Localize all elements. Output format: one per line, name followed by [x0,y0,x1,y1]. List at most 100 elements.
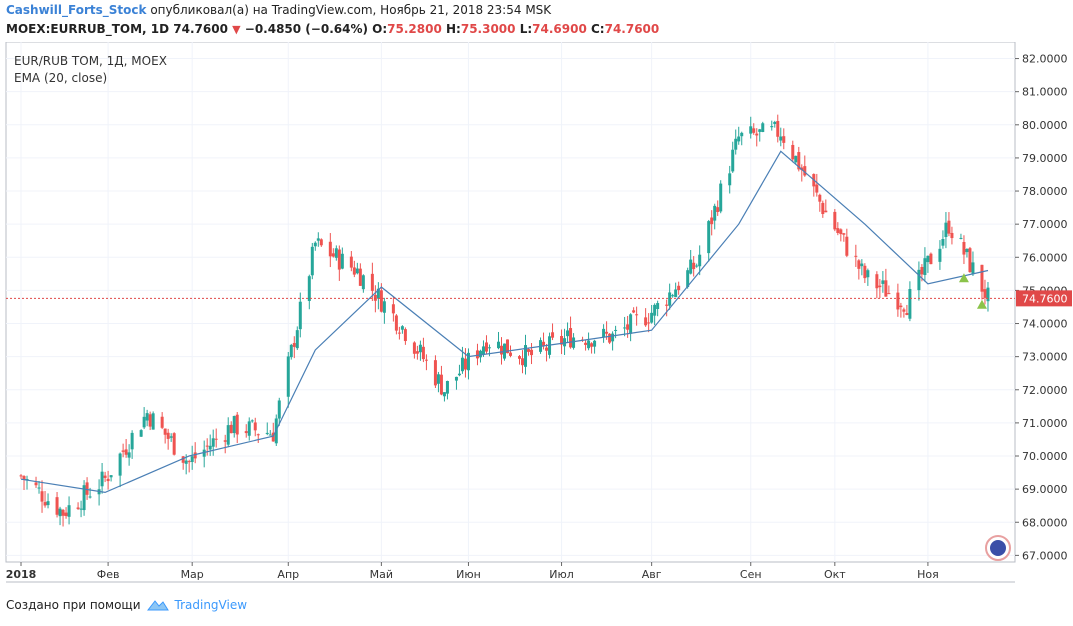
y-tick-label: 82.0000 [1022,53,1068,66]
candle-body [391,304,395,314]
candle-body [905,313,909,315]
candle-body [527,349,531,352]
candle-body [719,183,723,212]
ema-legend: EMA (20, close) [14,71,108,85]
candle-body [815,184,819,193]
candle-body [100,471,104,487]
candle-body [653,304,657,316]
candle-body [782,136,786,143]
x-tick-label: Май [370,568,393,581]
candle-body [623,327,627,329]
candle-body [235,414,239,435]
candle-body [749,126,753,134]
y-tick-label: 79.0000 [1022,152,1068,165]
candle-body [463,358,467,370]
candle-body [271,432,275,442]
y-tick-label: 76.0000 [1022,251,1068,264]
candle-body [545,347,549,351]
candle-body [752,128,756,133]
candle-body [980,264,984,292]
candle-body [608,333,612,343]
candle-body [587,340,591,349]
candle-body [689,259,693,274]
candle-body [19,475,23,477]
candle-body [415,351,419,354]
candle-body [908,289,912,319]
candle-body [256,434,260,436]
y-tick-label: 73.0000 [1022,351,1068,364]
price-chart[interactable]: 82.0000 81.0000 80.0000 79.0000 78.0000 77.00… [0,42,1073,592]
x-tick-label: 2018 [6,568,37,581]
candle-body [424,359,428,361]
candle-body [37,487,41,489]
candle-body [454,376,458,381]
candle-body [106,478,110,482]
candle-body [64,512,68,517]
candle-body [163,428,167,435]
candle-body [791,144,795,160]
candle-body [349,256,353,268]
candle-body [289,344,293,358]
x-tick-label: Апр [277,568,299,581]
candle-body [124,449,128,455]
candle-body [698,254,702,267]
candle-body [43,502,47,506]
candle-body [566,330,570,337]
candle-body [61,509,65,516]
candle-body [518,356,522,359]
price-change: −0.4850 (−0.64%) [244,22,368,36]
author-link[interactable]: Cashwill_Forts_Stock [6,3,147,17]
candle-body [379,290,383,312]
tradingview-logo-icon [146,600,169,611]
candle-body [223,440,227,442]
candle-body [418,344,422,353]
candle-body [896,292,900,310]
y-tick-label: 77.0000 [1022,218,1068,231]
candle-body [692,262,696,270]
candle-body [713,205,717,221]
candle-body [983,289,987,298]
candle-body [208,445,212,450]
candle-body [460,357,464,372]
candle-body [184,460,188,464]
candle-body [166,432,170,439]
candle-body [292,343,296,347]
candle-body [803,166,807,176]
x-tick-label: Окт [824,568,846,581]
candle-body [860,263,864,267]
high-value: 75.3000 [460,22,516,36]
candle-body [214,438,218,440]
candle-body [755,133,759,136]
candle-body [542,341,546,346]
candle-body [76,507,80,509]
candle-body [947,220,951,234]
candle-body [845,236,849,256]
symbol-label: MOEX:EURRUB_TOM, 1D [6,22,170,36]
candle-body [313,242,317,247]
open-label: O: [372,22,388,36]
candle-body [593,340,597,347]
candle-body [226,425,230,445]
x-tick-label: Мар [181,568,204,581]
candle-body [265,432,269,434]
candle-body [499,345,503,355]
y-tick-label: 80.0000 [1022,119,1068,132]
candle-body [761,123,765,132]
candle-body [950,232,954,239]
candle-body [433,360,437,386]
candle-body [352,267,356,275]
candle-body [929,253,933,265]
candle-body [247,421,251,436]
candle-body [521,358,525,366]
candle-body [695,265,699,267]
x-tick-label: Сен [740,568,762,581]
candle-body [644,317,648,326]
candle-body [857,260,861,269]
current-price-label: 74.7600 [1022,292,1068,305]
candle-body [524,345,528,367]
tradingview-link[interactable]: TradingView [146,598,247,612]
y-tick-label: 71.0000 [1022,417,1068,430]
candle-body [944,222,948,238]
x-tick-label: Фев [97,568,120,581]
candle-body [740,132,744,137]
